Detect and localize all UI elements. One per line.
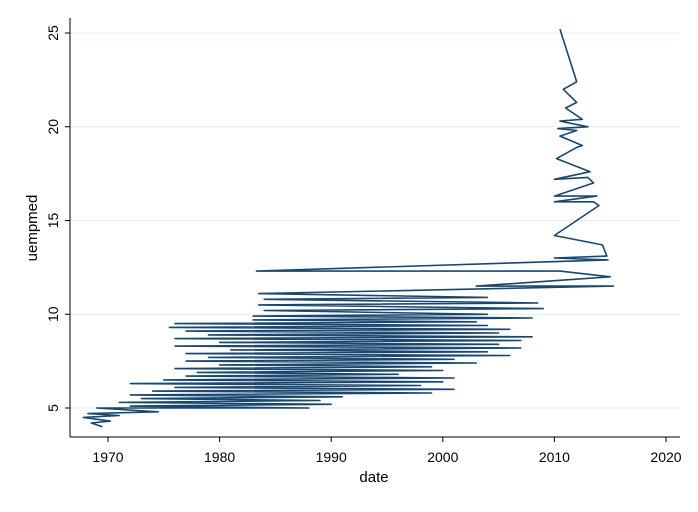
x-axis-label: date <box>359 469 388 486</box>
y-tick-label: 5 <box>45 404 61 412</box>
x-tick-label: 1970 <box>92 449 123 465</box>
x-tick-label: 1990 <box>316 449 347 465</box>
axes: 5 10 15 20 25 1970 1980 1990 2000 2010 2020 <box>45 18 682 465</box>
y-tick-label: 25 <box>45 25 61 41</box>
y-axis-label: uempmed <box>24 195 41 262</box>
x-tick-label: 1980 <box>204 449 235 465</box>
y-tick-label: 10 <box>45 306 61 322</box>
x-tick-label: 2010 <box>539 449 570 465</box>
series-line-uempmed <box>82 29 615 428</box>
y-tick-label: 15 <box>45 213 61 229</box>
y-tick-label: 20 <box>45 119 61 135</box>
x-tick-label: 2000 <box>427 449 458 465</box>
x-tick-label: 2020 <box>650 449 681 465</box>
